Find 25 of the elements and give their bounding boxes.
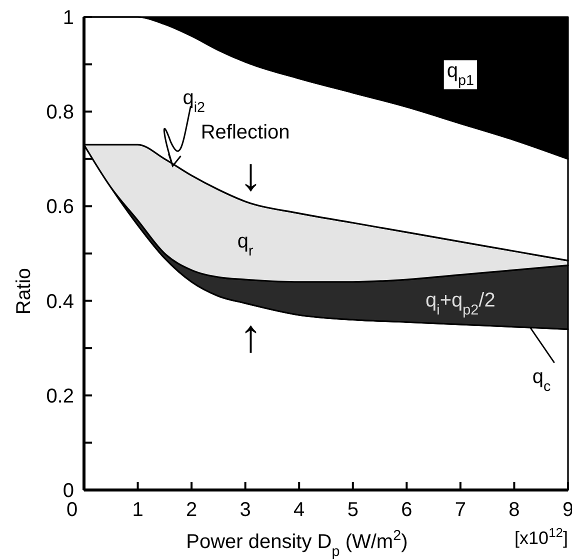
series-label: Reflection (200, 122, 290, 144)
x-tick-label: 7 (454, 499, 466, 521)
x-tick-label: 4 (294, 499, 305, 521)
text: [x10$^{12}$] (514, 524, 568, 548)
series-label: q$_{p1}$ (446, 60, 474, 90)
y-axis-title: Ratio (13, 268, 35, 315)
y-tick-label: 0.2 (46, 385, 74, 408)
y-tick-label: 1 (62, 7, 74, 29)
y-tick-label: 0.6 (46, 196, 74, 218)
y-tick-label: 0.4 (46, 290, 74, 313)
series-label: q$_{i}$+q$_{p2}$/2 (426, 290, 496, 319)
annotation: ↓ (239, 148, 262, 200)
annotation: q$_{c}$ (532, 366, 551, 395)
x-tick-label: 5 (347, 499, 358, 521)
series-label: q$_{r}$ (237, 230, 254, 260)
annotation: q$_{i2}$ (182, 86, 206, 116)
x-tick-label: 2 (186, 499, 198, 521)
y-tick-label: 0 (62, 480, 74, 502)
x-tick-label: 3 (240, 499, 251, 521)
x-tick-label: 6 (401, 499, 412, 521)
x-tick-label: 1 (132, 499, 144, 521)
y-tick-label: 0.8 (46, 102, 74, 124)
annotation: ↑ (239, 310, 262, 362)
x-tick-label: 8 (508, 499, 520, 521)
x-axis-title: Power density D$_{p}$ (W/m$^{2}$) (186, 528, 408, 560)
